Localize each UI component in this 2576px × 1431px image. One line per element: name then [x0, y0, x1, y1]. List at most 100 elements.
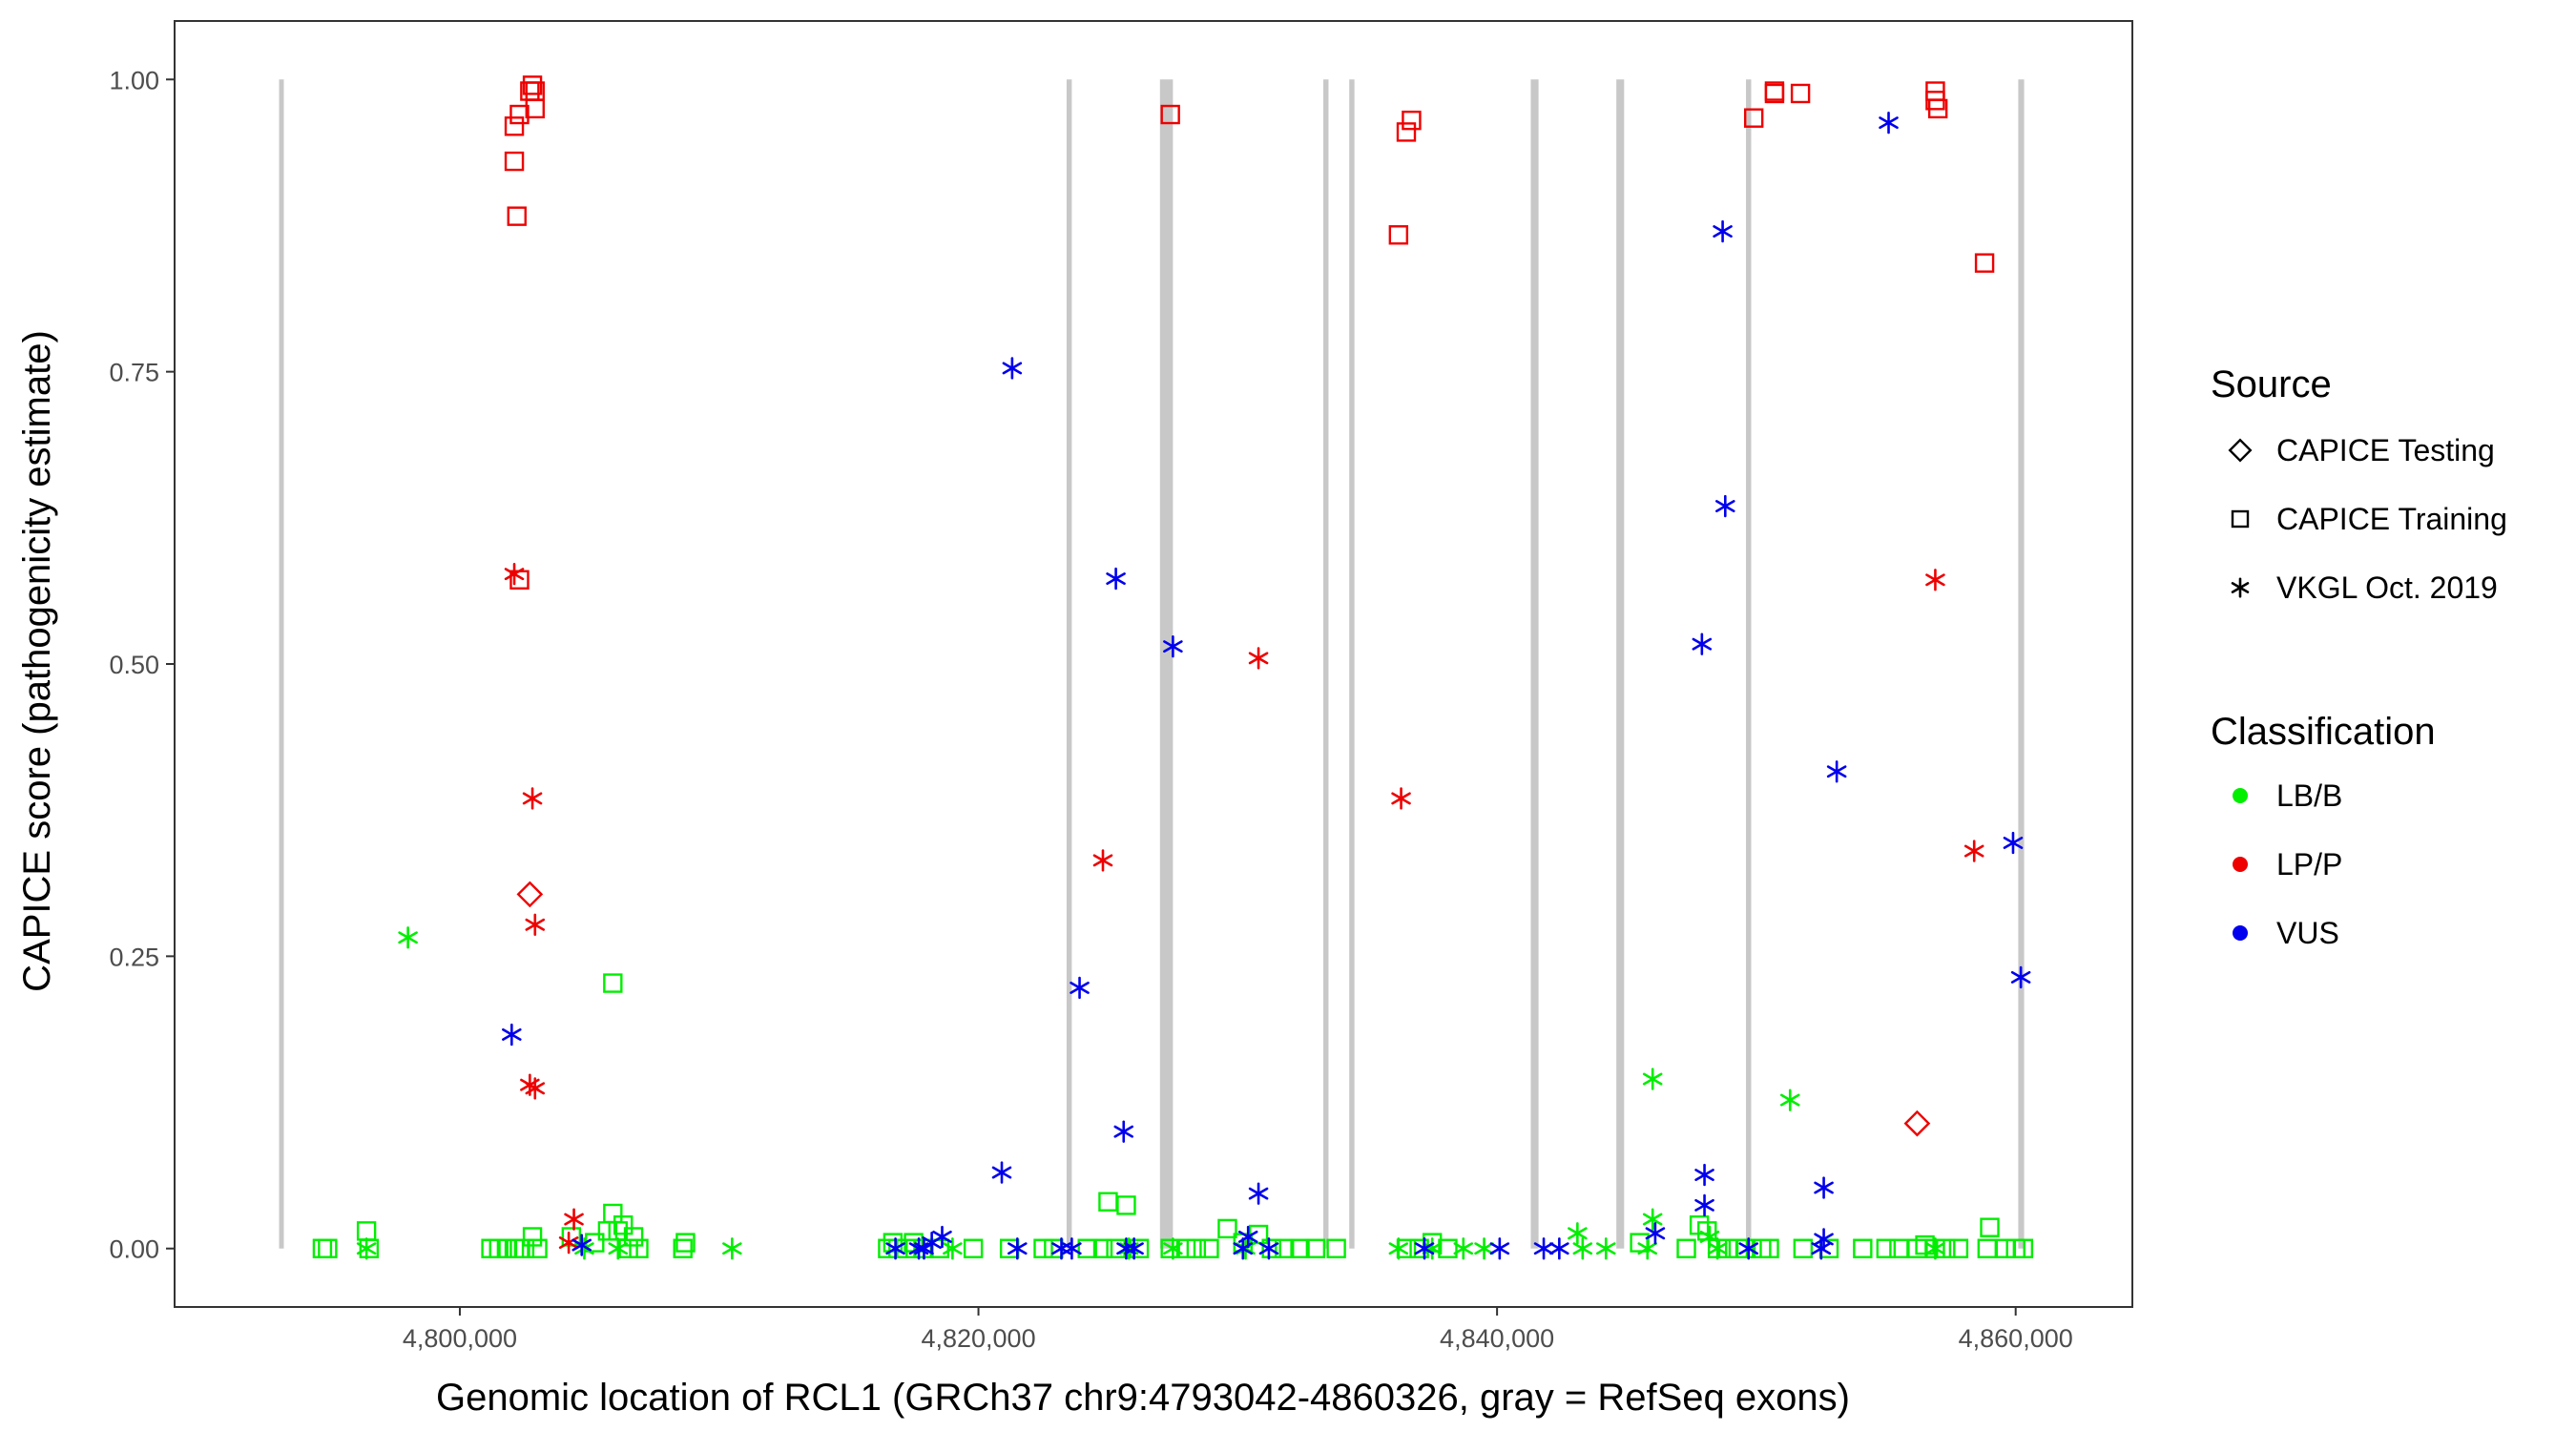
point-lbb-vkgl [1707, 1237, 1728, 1260]
x-tick-label: 4,860,000 [1959, 1324, 2073, 1353]
point-lbb-training [1077, 1238, 1097, 1258]
legend-source-label: CAPICE Testing [2276, 433, 2495, 467]
point-lpp-training [1974, 253, 1995, 273]
point-lpp-vkgl [522, 787, 543, 810]
point-vus-vkgl [571, 1234, 592, 1256]
point-lpp-vkgl [564, 1208, 584, 1231]
point-lpp-training [1396, 122, 1417, 142]
point-vus-vkgl [885, 1237, 905, 1260]
plot-panel [174, 20, 2133, 1308]
point-lbb-training [359, 1238, 380, 1258]
exon-band [1746, 79, 1752, 1249]
point-vus-vkgl [1879, 111, 1899, 135]
point-lbb-vkgl [574, 1237, 594, 1260]
point-lbb-training [1438, 1238, 1458, 1258]
exon-band [1530, 79, 1539, 1249]
point-vus-vkgl [502, 1023, 522, 1047]
point-lbb-vkgl [722, 1237, 742, 1260]
point-lbb-vkgl [1779, 1089, 1800, 1111]
point-lbb-training [1980, 1217, 2000, 1237]
axes: 0.00 0.25 0.50 0.75 1.00 4,800,000 4,820,000 4,… [109, 66, 2072, 1353]
point-vus-vkgl [1106, 567, 1126, 591]
point-lbb-vkgl [1925, 1237, 1945, 1260]
point-vus-vkgl [1715, 494, 1735, 518]
point-lbb-training [1186, 1238, 1207, 1258]
x-axis-title: Genomic location of RCL1 (GRCh37 chr9:47… [436, 1377, 1850, 1419]
point-lbb-training [629, 1238, 649, 1258]
point-lbb-training [1876, 1238, 1897, 1258]
point-lbb-vkgl [1637, 1237, 1658, 1260]
point-lpp-training [507, 206, 527, 226]
point-vus-vkgl [991, 1161, 1012, 1184]
y-tick-label: 1.00 [109, 66, 159, 94]
point-lbb-vkgl [1596, 1237, 1616, 1260]
point-lbb-training [963, 1238, 984, 1258]
exon-band [2018, 79, 2025, 1249]
point-lbb-training [675, 1233, 696, 1253]
point-vus-vkgl [1814, 1176, 1834, 1199]
legend-classification-label: LB/B [2276, 778, 2342, 813]
point-lpp-training [1743, 108, 1764, 128]
legend-classification-label: VUS [2276, 916, 2339, 950]
point-lbb-training [318, 1238, 338, 1258]
point-lpp-vkgl [525, 1077, 546, 1100]
point-lbb-training [1033, 1238, 1053, 1258]
point-lbb-vkgl [1453, 1237, 1474, 1260]
point-vus-vkgl [1738, 1237, 1759, 1260]
point-lpp-training [504, 151, 525, 172]
point-vus-vkgl [1008, 1237, 1028, 1260]
point-lpp-vkgl [1092, 849, 1113, 872]
legend-key-square [2231, 509, 2250, 529]
point-vus-vkgl [1713, 219, 1733, 243]
panel-border [174, 20, 2133, 1308]
exon-band [1349, 79, 1355, 1249]
point-lbb-training [1409, 1238, 1429, 1258]
point-lbb-training [1116, 1195, 1136, 1215]
point-lpp-vkgl [1963, 840, 1984, 862]
point-lpp-vkgl [525, 913, 546, 936]
point-lbb-vkgl [608, 1237, 629, 1260]
point-lbb-training [623, 1227, 644, 1247]
point-vus-vkgl [1163, 634, 1183, 658]
point-vus-vkgl [1062, 1237, 1082, 1260]
point-lbb-training [1275, 1238, 1295, 1258]
point-lpp-vkgl [1925, 569, 1945, 591]
point-lbb-vkgl [1163, 1237, 1183, 1260]
exon-bands [279, 79, 2025, 1249]
point-lpp-vkgl [1391, 787, 1411, 810]
point-lpp-testing [516, 881, 544, 908]
point-vus-vkgl [2010, 965, 2031, 989]
point-lpp-training [509, 104, 530, 125]
legend-classification-items: LB/B LP/P VUS [2233, 778, 2342, 950]
point-lpp-training [1764, 81, 1785, 101]
point-lpp-testing [1903, 1110, 1931, 1137]
x-tick-label: 4,800,000 [403, 1324, 517, 1353]
legend-classification-title: Classification [2211, 711, 2436, 753]
exon-band [1159, 79, 1174, 1249]
legend-key-vus [2233, 925, 2248, 941]
point-vus-vkgl [1113, 1120, 1134, 1143]
point-vus-vkgl [1237, 1225, 1258, 1249]
point-vus-vkgl [1002, 357, 1023, 380]
legend-source-items: CAPICE Testing CAPICE Training VKGL Oct. 2… [2228, 433, 2507, 605]
point-lpp-training [522, 75, 543, 95]
point-lbb-training [522, 1227, 543, 1247]
point-vus-vkgl [932, 1225, 952, 1249]
point-vus-vkgl [1694, 1163, 1714, 1187]
legend-key-asterisk [2231, 577, 2250, 598]
point-vus-vkgl [1549, 1237, 1569, 1260]
point-lbb-vkgl [356, 1237, 377, 1260]
y-tick-label: 0.75 [109, 359, 159, 387]
point-lbb-training [1160, 1238, 1180, 1258]
point-vus-vkgl [1814, 1228, 1834, 1251]
legend-source-title: Source [2211, 363, 2332, 405]
exon-band [279, 79, 284, 1249]
point-lbb-training [1676, 1238, 1696, 1258]
point-lbb-vkgl [1642, 1208, 1663, 1231]
point-lpp-training [1927, 98, 1948, 119]
point-vus-vkgl [1694, 1193, 1714, 1217]
point-vus-vkgl [1414, 1237, 1435, 1260]
point-vus-vkgl [2003, 831, 2024, 855]
data-points [312, 75, 2034, 1260]
